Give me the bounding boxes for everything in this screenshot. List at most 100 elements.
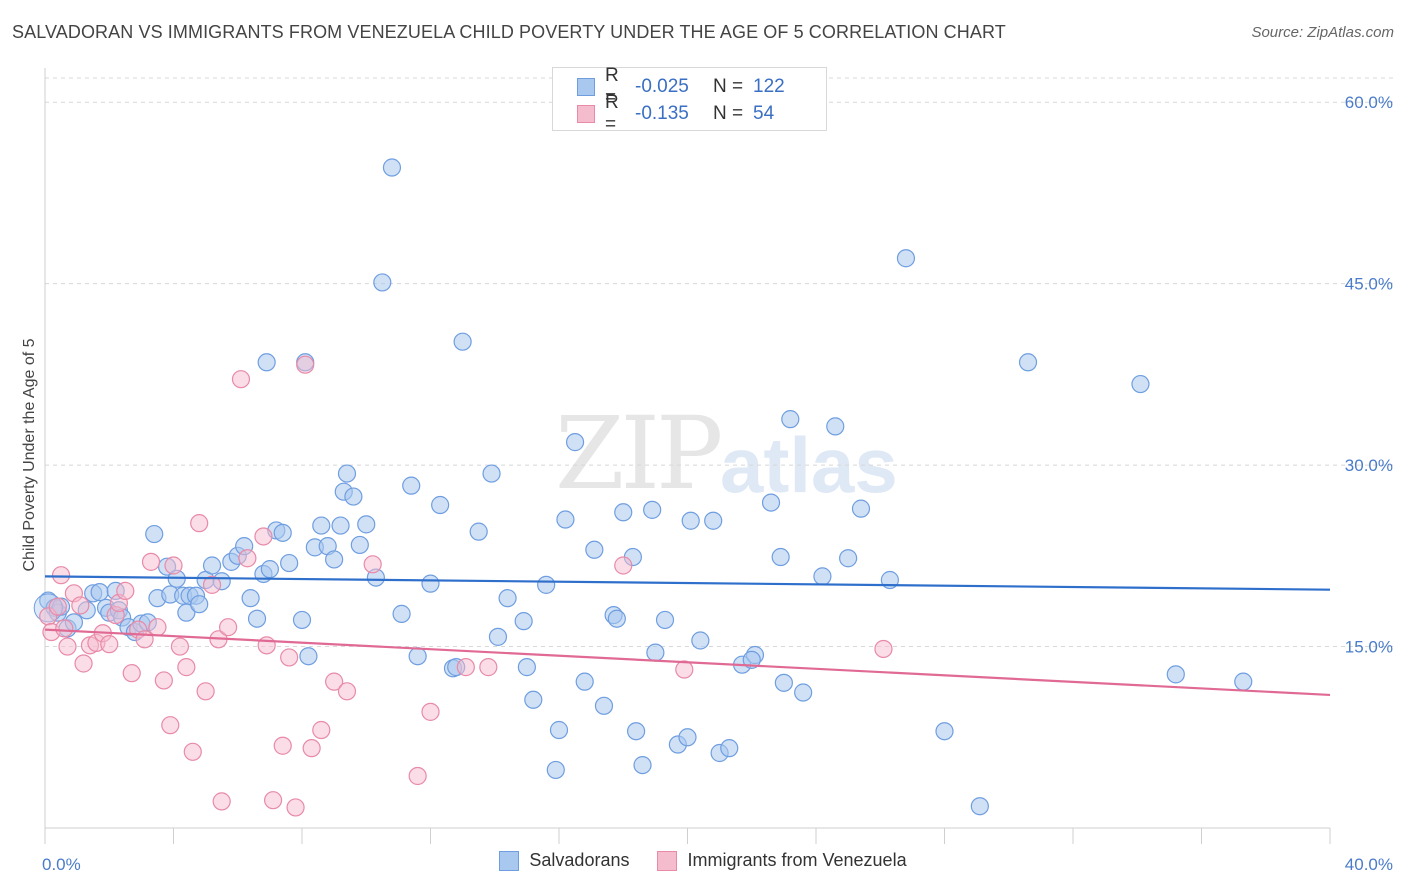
data-point-salvadoran xyxy=(453,332,472,351)
y-axis-title: Child Poverty Under the Age of 5 xyxy=(21,338,38,571)
data-point-salvadoran xyxy=(556,510,575,529)
data-point-salvadoran xyxy=(720,739,739,758)
data-point-salvadoran xyxy=(678,728,697,747)
data-point-salvadoran xyxy=(896,249,916,268)
data-point-venezuela xyxy=(254,527,273,546)
data-point-venezuela xyxy=(58,637,77,656)
legend-n-value: 122 xyxy=(753,76,785,97)
data-point-salvadoran xyxy=(524,690,543,709)
data-point-salvadoran xyxy=(408,647,427,666)
data-point-salvadoran xyxy=(280,553,299,573)
data-point-salvadoran xyxy=(643,500,662,519)
data-point-salvadoran xyxy=(626,722,646,741)
data-point-salvadoran xyxy=(970,797,989,816)
data-point-venezuela xyxy=(337,682,357,701)
stats-legend: R = -0.025 N = 122 R = -0.135 N = 54 xyxy=(552,65,827,135)
data-point-salvadoran xyxy=(190,595,209,614)
data-point-salvadoran xyxy=(482,464,501,483)
data-point-salvadoran xyxy=(546,760,565,780)
legend-item-venezuela[interactable]: Immigrants from Venezuela xyxy=(657,850,907,871)
data-point-venezuela xyxy=(286,798,305,817)
data-point-salvadoran xyxy=(357,515,376,534)
legend-n-label: N = xyxy=(713,103,744,124)
data-point-salvadoran xyxy=(1166,665,1185,684)
data-point-venezuela xyxy=(273,736,292,755)
data-point-salvadoran xyxy=(1234,672,1253,691)
data-point-salvadoran xyxy=(247,609,267,628)
data-point-venezuela xyxy=(408,766,427,786)
trend-line-salvadorans xyxy=(44,575,1331,591)
legend-row-salvadorans: R = -0.025 N = 122 xyxy=(577,65,785,108)
axes xyxy=(44,68,1331,844)
source-label: Source: ZipAtlas.com xyxy=(1251,24,1394,41)
data-point-salvadoran xyxy=(761,493,781,512)
y-tick-label: 30.0% xyxy=(1345,456,1393,475)
data-point-venezuela xyxy=(74,654,93,673)
data-point-venezuela xyxy=(456,658,475,677)
legend-r-value: -0.025 xyxy=(635,76,689,97)
data-point-salvadoran xyxy=(704,511,723,530)
data-point-salvadoran xyxy=(469,522,488,541)
data-point-salvadoran xyxy=(655,610,675,630)
data-point-salvadoran xyxy=(594,696,614,715)
legend-swatch-blue xyxy=(499,850,520,871)
trend-lines xyxy=(44,575,1331,697)
data-point-salvadoran xyxy=(771,547,790,567)
legend-row-venezuela: R = -0.135 N = 54 xyxy=(577,92,775,135)
y-tick-label: 60.0% xyxy=(1345,93,1393,112)
data-point-salvadoran xyxy=(421,574,440,593)
legend-label-salvadorans: Salvadorans xyxy=(529,850,630,870)
data-point-venezuela xyxy=(219,618,238,637)
salvadorans-points xyxy=(33,158,1253,816)
data-point-salvadoran xyxy=(774,673,793,692)
legend-n-label: N = xyxy=(713,76,744,97)
data-point-salvadoran xyxy=(935,722,954,741)
legend-swatch-pink xyxy=(577,105,595,123)
data-point-venezuela xyxy=(161,716,180,735)
data-point-salvadoran xyxy=(292,610,312,630)
chart-title: SALVADORAN VS IMMIGRANTS FROM VENEZUELA … xyxy=(12,22,1006,42)
watermark-zip: ZIP xyxy=(555,395,723,512)
data-point-salvadoran xyxy=(431,495,450,515)
legend-swatch-blue xyxy=(577,78,595,96)
data-point-salvadoran xyxy=(691,631,710,650)
data-point-salvadoran xyxy=(607,609,626,628)
data-point-salvadoran xyxy=(1018,353,1038,372)
data-point-venezuela xyxy=(51,566,71,585)
data-point-salvadoran xyxy=(549,720,569,740)
data-point-salvadoran xyxy=(781,410,800,429)
data-point-salvadoran xyxy=(257,353,276,372)
data-point-venezuela xyxy=(325,672,344,691)
data-point-venezuela xyxy=(190,514,209,533)
data-point-venezuela xyxy=(280,648,299,667)
data-point-venezuela xyxy=(874,639,893,659)
data-point-salvadoran xyxy=(794,683,813,702)
legend-n-value: 54 xyxy=(753,103,775,124)
data-point-salvadoran xyxy=(325,550,344,569)
x-tick-label: 0.0% xyxy=(42,855,81,874)
data-point-venezuela xyxy=(479,658,498,677)
x-tick-label: 40.0% xyxy=(1345,855,1393,874)
data-point-salvadoran xyxy=(344,487,363,506)
data-point-venezuela xyxy=(614,556,633,575)
data-point-venezuela xyxy=(154,671,173,690)
data-point-salvadoran xyxy=(202,556,222,575)
data-point-salvadoran xyxy=(585,540,604,559)
data-point-salvadoran xyxy=(826,417,845,436)
data-point-salvadoran xyxy=(565,433,585,452)
data-point-salvadoran xyxy=(614,503,633,522)
data-point-salvadoran xyxy=(331,516,350,535)
data-point-salvadoran xyxy=(90,583,109,602)
data-point-venezuela xyxy=(183,742,202,761)
legend-item-salvadorans[interactable]: Salvadorans xyxy=(499,850,629,871)
data-point-venezuela xyxy=(196,682,215,701)
data-point-salvadoran xyxy=(742,650,761,669)
data-point-venezuela xyxy=(164,556,183,575)
data-point-salvadoran xyxy=(402,476,421,495)
data-point-venezuela xyxy=(675,660,694,679)
data-point-venezuela xyxy=(71,596,90,615)
data-point-venezuela xyxy=(263,791,283,810)
data-point-salvadoran xyxy=(839,549,858,568)
data-point-venezuela xyxy=(212,792,231,811)
data-point-salvadoran xyxy=(350,535,369,555)
